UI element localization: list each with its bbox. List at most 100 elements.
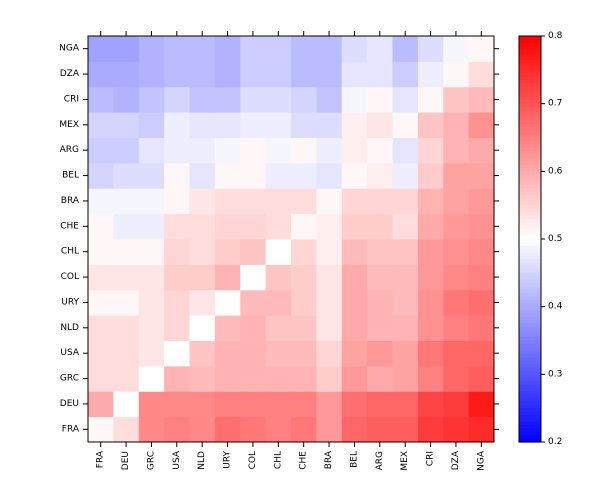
heatmap-cell	[291, 340, 317, 367]
heatmap-cell	[392, 289, 419, 316]
colorbar-segment	[519, 431, 541, 436]
colorbar-segment	[519, 398, 541, 402]
heatmap-cell	[265, 213, 292, 240]
heatmap-cell	[443, 315, 470, 341]
heatmap-cell	[113, 289, 140, 316]
heatmap-cell	[265, 264, 292, 291]
heatmap-cell	[341, 137, 368, 164]
heatmap-cell	[138, 365, 165, 392]
heatmap-cell	[189, 162, 216, 189]
heatmap-cell	[214, 112, 241, 138]
heatmap-cell	[341, 365, 368, 392]
heatmap-cell	[265, 162, 292, 189]
y-tick-label: CHL	[61, 247, 79, 257]
heatmap-cell	[417, 61, 444, 88]
heatmap-cell	[417, 340, 444, 367]
colorbar-segment	[519, 249, 541, 254]
colorbar-segment	[519, 354, 541, 359]
colorbar-segment	[519, 120, 541, 125]
heatmap-cell	[164, 213, 190, 240]
heatmap-cell	[468, 239, 495, 265]
heatmap-cell	[189, 315, 216, 341]
heatmap-cell	[88, 36, 114, 62]
heatmap-cell	[316, 112, 343, 138]
heatmap-cell	[164, 391, 190, 418]
colorbar-segment	[519, 198, 541, 203]
heatmap-cell	[443, 289, 470, 316]
heatmap-cell	[392, 137, 419, 164]
heatmap-cell	[113, 61, 140, 88]
heatmap-cell	[367, 213, 393, 240]
heatmap-cell	[265, 416, 292, 443]
colorbar-segment	[519, 239, 541, 243]
heatmap-cell	[164, 264, 190, 291]
heatmap-cell	[265, 289, 292, 316]
heatmap-cell	[392, 36, 419, 62]
heatmap-cell	[88, 162, 114, 189]
heatmap-cell	[240, 162, 267, 189]
heatmap-cell	[240, 239, 267, 265]
x-tick-label: URY	[223, 451, 233, 469]
colorbar-segment	[519, 232, 541, 237]
heatmap-cell	[468, 36, 495, 62]
heatmap-cell	[189, 213, 216, 240]
colorbar-segment	[519, 178, 541, 183]
heatmap-cell	[367, 315, 393, 341]
colorbar-segment	[519, 235, 541, 240]
heatmap-cell	[443, 391, 470, 418]
heatmap-cell	[138, 239, 165, 265]
colorbar-segment	[519, 127, 541, 132]
colorbar-segment	[519, 79, 541, 84]
heatmap-cell	[341, 264, 368, 291]
colorbar-segment	[519, 269, 541, 274]
heatmap-cell	[240, 264, 267, 291]
heatmap-cell	[88, 264, 114, 291]
colorbar-segment	[519, 418, 541, 423]
heatmap-cell	[240, 340, 267, 367]
heatmap-cell	[341, 315, 368, 341]
colorbar-segment	[519, 326, 541, 331]
heatmap-cell	[468, 365, 495, 392]
colorbar-segment	[519, 167, 541, 172]
x-tick-label: DZA	[451, 450, 461, 470]
heatmap-cell	[341, 86, 368, 113]
colorbar-segment	[519, 49, 541, 54]
heatmap-cell	[316, 391, 343, 418]
heatmap-cell	[367, 36, 393, 62]
colorbar-segment	[519, 184, 541, 189]
heatmap-cell	[240, 36, 267, 62]
heatmap-cell	[341, 112, 368, 138]
colorbar-segment	[519, 211, 541, 216]
heatmap-cell	[291, 86, 317, 113]
heatmap-cell	[240, 188, 267, 215]
heatmap-cell	[367, 365, 393, 392]
colorbar-tick-label: 0.5	[548, 234, 562, 244]
heatmap-cell	[417, 391, 444, 418]
x-tick-label: BEL	[349, 451, 359, 468]
heatmap-cell	[265, 239, 292, 265]
heatmap-cell	[189, 86, 216, 113]
heatmap-cell	[113, 137, 140, 164]
heatmap-cell	[113, 365, 140, 392]
colorbar-segment	[519, 171, 541, 176]
heatmap-cell	[367, 239, 393, 265]
heatmap-cell	[443, 36, 470, 62]
x-tick-label: MEX	[400, 451, 410, 471]
colorbar-segment	[519, 316, 541, 321]
heatmap-cell	[341, 340, 368, 367]
heatmap-cell	[164, 86, 190, 113]
heatmap-cell	[88, 289, 114, 316]
heatmap-cell	[88, 365, 114, 392]
heatmap-cell	[417, 264, 444, 291]
heatmap-cell	[189, 289, 216, 316]
heatmap-cell	[214, 416, 241, 443]
heatmap-cell	[214, 162, 241, 189]
y-tick-label: ARG	[60, 145, 79, 155]
y-tick-label: DZA	[60, 69, 80, 79]
heatmap-cell	[265, 36, 292, 62]
colorbar-segment	[519, 384, 541, 389]
colorbar-segment	[519, 299, 541, 304]
heatmap-cell	[138, 112, 165, 138]
heatmap-cell	[341, 36, 368, 62]
heatmap-cell	[138, 36, 165, 62]
